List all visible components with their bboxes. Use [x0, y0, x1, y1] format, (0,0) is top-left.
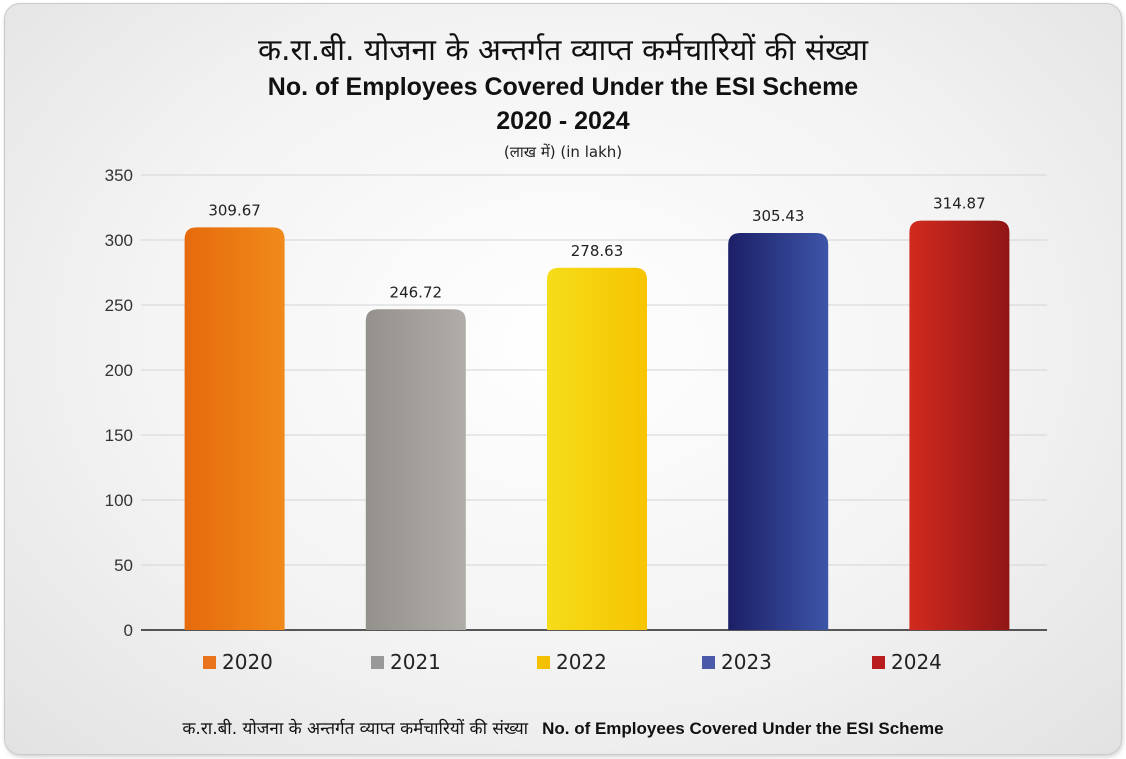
legend-label: 2020 [222, 650, 273, 674]
y-tick-label: 0 [124, 621, 133, 640]
footer-hindi: क.रा.बी. योजना के अन्तर्गत व्याप्त कर्मच… [182, 719, 529, 739]
bar-2023 [728, 232, 829, 631]
legend-label: 2021 [390, 650, 441, 674]
y-tick-label: 50 [114, 556, 133, 575]
legend-swatch [203, 655, 216, 669]
chart-footer: क.रा.बी. योजना के अन्तर्गत व्याप्त कर्मच… [5, 716, 1121, 739]
legend-label: 2024 [891, 650, 942, 674]
legend-item-2022: 2022 [537, 650, 607, 674]
legend-item-2021: 2021 [371, 650, 441, 674]
bar-2020 [184, 227, 285, 630]
footer-english: No. of Employees Covered Under the ESI S… [542, 719, 944, 738]
data-label-2024: 314.87 [933, 195, 986, 213]
legend-item-2023: 2023 [702, 650, 772, 674]
bars [184, 220, 1010, 631]
bar-2021 [365, 309, 466, 630]
bar-2022 [547, 267, 647, 630]
y-tick-label: 200 [105, 361, 133, 380]
chart-legend: 2020 2021 2022 2023 2024 [5, 650, 1121, 680]
data-labels: 309.67 246.72 278.63 305.43 314.87 [208, 195, 985, 302]
bar-2024 [909, 220, 1010, 630]
data-label-2022: 278.63 [571, 242, 624, 260]
y-tick-label: 250 [105, 296, 133, 315]
chart-card: क.रा.बी. योजना के अन्तर्गत व्याप्त कर्मच… [4, 3, 1122, 755]
legend-swatch [371, 655, 384, 669]
legend-label: 2022 [556, 650, 607, 674]
chart-title-hindi: क.रा.बी. योजना के अन्तर्गत व्याप्त कर्मच… [257, 33, 869, 68]
data-label-2021: 246.72 [390, 283, 443, 301]
y-tick-label: 300 [105, 231, 133, 250]
chart-title-years: 2020 - 2024 [496, 107, 630, 135]
bar-chart-plot: 0 50 100 150 200 250 300 350 309.67 246.72 278.63… [105, 166, 1047, 640]
legend-swatch [702, 655, 715, 669]
chart-unit-label: (लाख में) (in lakh) [503, 143, 623, 161]
y-tick-label: 150 [105, 426, 133, 445]
legend-label: 2023 [721, 650, 772, 674]
chart-title-english: No. of Employees Covered Under the ESI S… [267, 73, 859, 101]
y-axis-ticks: 0 50 100 150 200 250 300 350 [105, 166, 133, 640]
data-label-2023: 305.43 [752, 207, 805, 225]
legend-swatch [537, 655, 550, 669]
data-label-2020: 309.67 [208, 201, 261, 219]
legend-swatch [872, 655, 885, 669]
y-tick-label: 100 [105, 491, 133, 510]
y-tick-label: 350 [105, 166, 133, 185]
legend-item-2024: 2024 [872, 650, 942, 674]
legend-item-2020: 2020 [203, 650, 273, 674]
